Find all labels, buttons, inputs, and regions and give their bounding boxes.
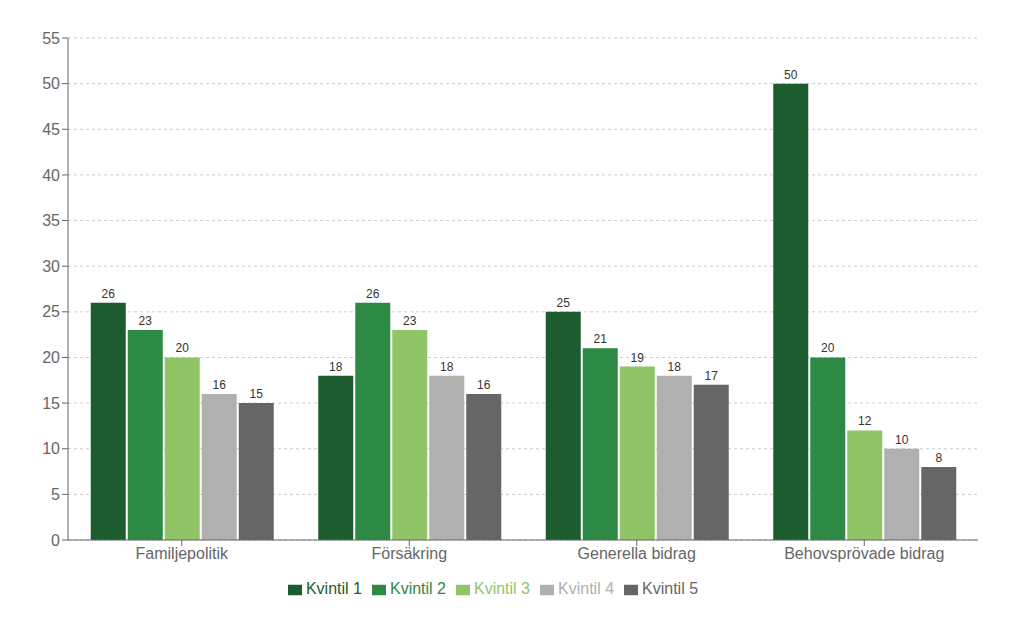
svg-text:19: 19 bbox=[631, 351, 645, 365]
svg-text:23: 23 bbox=[403, 314, 417, 328]
svg-text:5: 5 bbox=[51, 486, 60, 503]
svg-text:25: 25 bbox=[42, 303, 60, 320]
svg-text:26: 26 bbox=[366, 287, 380, 301]
svg-text:10: 10 bbox=[895, 433, 909, 447]
svg-text:18: 18 bbox=[329, 360, 343, 374]
svg-text:20: 20 bbox=[176, 341, 190, 355]
svg-text:55: 55 bbox=[42, 30, 60, 47]
svg-text:0: 0 bbox=[51, 532, 60, 549]
svg-text:50: 50 bbox=[784, 68, 798, 82]
svg-text:16: 16 bbox=[213, 378, 227, 392]
svg-text:40: 40 bbox=[42, 167, 60, 184]
svg-text:18: 18 bbox=[668, 360, 682, 374]
svg-text:16: 16 bbox=[477, 378, 491, 392]
svg-text:20: 20 bbox=[821, 341, 835, 355]
html-text:Kvintil 2: Kvintil 2 bbox=[390, 580, 446, 597]
svg-text:12: 12 bbox=[858, 414, 872, 428]
svg-text:Behovsprövade bidrag: Behovsprövade bidrag bbox=[784, 545, 944, 562]
svg-text:26: 26 bbox=[102, 287, 116, 301]
svg-text:35: 35 bbox=[42, 212, 60, 229]
html-text:Kvintil 5: Kvintil 5 bbox=[642, 580, 699, 597]
html-text:Kvintil 3: Kvintil 3 bbox=[474, 580, 530, 597]
svg-text:17: 17 bbox=[705, 369, 719, 383]
svg-text:15: 15 bbox=[250, 387, 264, 401]
svg-text:21: 21 bbox=[594, 332, 608, 346]
svg-text:18: 18 bbox=[440, 360, 454, 374]
svg-text:45: 45 bbox=[42, 121, 60, 138]
svg-text:50: 50 bbox=[42, 75, 60, 92]
html-text:Kvintil 1: Kvintil 1 bbox=[305, 580, 362, 597]
svg-text:Familjepolitik: Familjepolitik bbox=[136, 545, 229, 562]
html-text:Kvintil 4: Kvintil 4 bbox=[558, 580, 614, 597]
svg-text:Försäkring: Försäkring bbox=[371, 545, 447, 562]
svg-text:8: 8 bbox=[935, 451, 942, 465]
svg-text:30: 30 bbox=[42, 258, 60, 275]
svg-text:23: 23 bbox=[139, 314, 153, 328]
svg-text:Generella bidrag: Generella bidrag bbox=[578, 545, 696, 562]
svg-text:20: 20 bbox=[42, 349, 60, 366]
svg-text:15: 15 bbox=[42, 395, 60, 412]
svg-text:25: 25 bbox=[557, 296, 571, 310]
svg-text:10: 10 bbox=[42, 440, 60, 457]
